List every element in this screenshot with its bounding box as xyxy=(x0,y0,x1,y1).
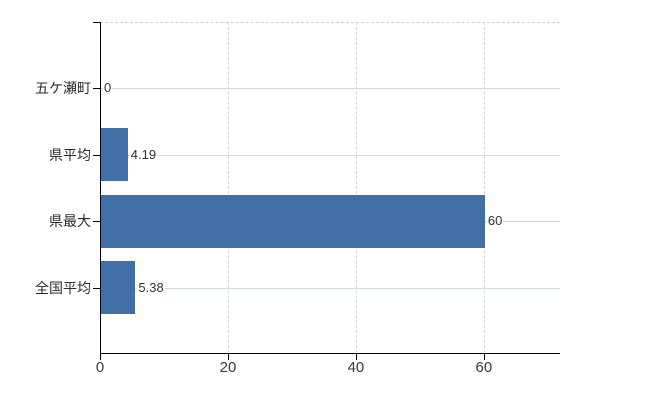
vertical-gridline xyxy=(355,22,357,353)
x-axis-tick xyxy=(100,354,101,360)
bar-value-label: 60 xyxy=(486,213,504,230)
bar xyxy=(101,128,128,182)
category-label: 県平均 xyxy=(49,146,91,163)
x-axis-tick xyxy=(227,354,229,360)
y-axis-tick xyxy=(93,154,100,156)
x-axis-tick xyxy=(483,354,485,360)
category-label: 五ケ瀬町 xyxy=(35,80,91,97)
x-axis-tick-label: 20 xyxy=(219,359,237,376)
horizontal-gridline xyxy=(101,287,560,289)
y-axis-line xyxy=(100,22,101,354)
vertical-gridline xyxy=(483,22,485,353)
vertical-gridline xyxy=(227,22,229,353)
y-axis-end-tick xyxy=(93,22,100,23)
bar-value-label: 5.38 xyxy=(137,279,165,296)
x-axis-tick-label: 40 xyxy=(347,359,365,376)
bar xyxy=(101,194,485,248)
category-label: 全国平均 xyxy=(35,279,91,296)
bar-value-label: 4.19 xyxy=(129,146,158,163)
x-axis-tick-label: 0 xyxy=(95,359,105,376)
y-axis-tick xyxy=(93,88,100,90)
y-axis-tick xyxy=(93,287,100,289)
x-axis-tick-label: 60 xyxy=(475,359,493,376)
bar xyxy=(101,261,136,315)
category-label: 県最大 xyxy=(49,213,91,230)
bar-value-label: 0 xyxy=(103,80,113,97)
y-axis-tick xyxy=(93,221,100,223)
plot-top-border xyxy=(100,22,560,23)
horizontal-gridline xyxy=(101,154,560,156)
x-axis-tick xyxy=(355,354,357,360)
plot-area: 0 4.19 60 5.38 xyxy=(100,22,560,354)
horizontal-gridline xyxy=(101,88,560,90)
x-axis-line xyxy=(100,353,560,354)
